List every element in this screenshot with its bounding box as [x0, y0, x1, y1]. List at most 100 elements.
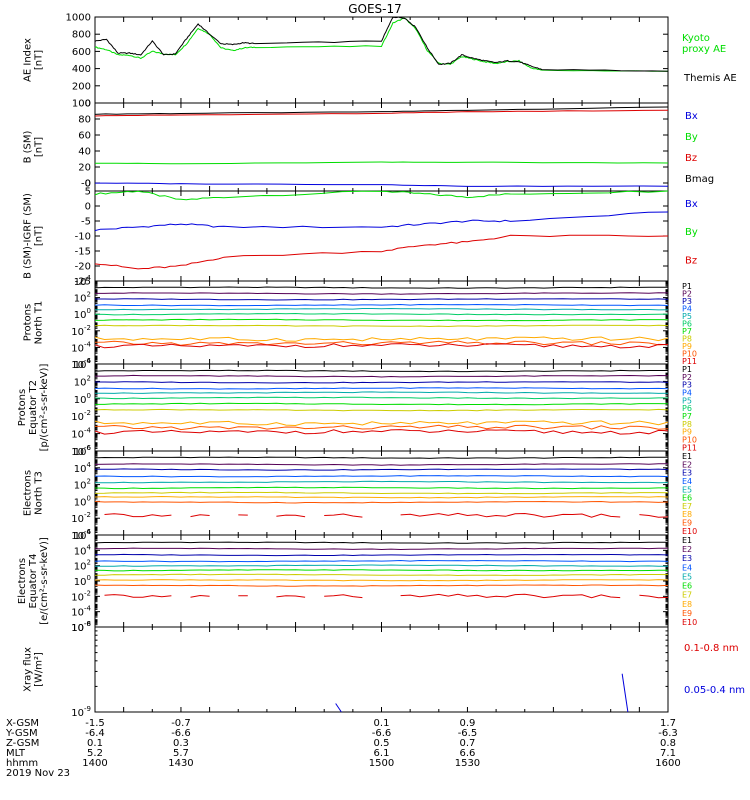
y-tick-label: 10-6 — [71, 357, 91, 371]
legend-p10: P10 — [682, 436, 697, 445]
x-axis-row-value: 0.3 — [173, 738, 189, 749]
series-line-p7 — [94, 318, 669, 322]
series-line-e6 — [94, 486, 668, 490]
legend-p10: P10 — [682, 349, 697, 358]
legend-p4: P4 — [682, 389, 692, 398]
x-axis-row-label: MLT — [6, 748, 26, 759]
series-line-p8 — [94, 408, 669, 412]
series-line-e10 — [324, 513, 363, 518]
series-line-e10 — [400, 512, 621, 518]
series-line-p1 — [94, 286, 668, 289]
legend-by: By — [685, 227, 698, 238]
series-line-themis-ae — [94, 16, 669, 72]
series-line-p6 — [94, 312, 669, 316]
legend-e7: E7 — [682, 591, 692, 600]
y-tick-label: 106 — [74, 528, 92, 542]
y-tick-label: 104 — [74, 274, 92, 288]
x-axis-row-label: hhmm — [6, 758, 38, 769]
legend-p7: P7 — [682, 327, 692, 336]
y-tick-label: 40 — [78, 147, 91, 158]
legend-bz: Bz — [685, 153, 697, 164]
series-line-by — [94, 161, 669, 165]
legend-e3: E3 — [682, 554, 692, 563]
y-tick-label: 106 — [74, 444, 92, 458]
y-tick-label: 100 — [74, 307, 91, 321]
y-axis-label: Equator T2 — [28, 380, 39, 435]
x-axis-row-value: 6.1 — [374, 748, 390, 759]
legend-p11: P11 — [682, 443, 697, 452]
x-axis-row-value: 1430 — [168, 758, 193, 769]
legend-bx: Bx — [685, 111, 698, 122]
x-axis-row-value: 1600 — [655, 758, 680, 769]
y-tick-label: 400 — [72, 64, 91, 75]
series-line-e10 — [190, 514, 210, 518]
series-line-e5 — [95, 564, 669, 567]
series-line-e10 — [104, 594, 172, 598]
legend-e2: E2 — [682, 545, 692, 554]
x-axis-row-value: 7.1 — [660, 748, 676, 759]
series-line-p7 — [95, 402, 669, 406]
y-tick-label: 10-4 — [71, 427, 91, 441]
legend-bmag: Bmag — [685, 174, 714, 185]
y-tick-label: 100 — [74, 494, 91, 508]
series-line-e10 — [639, 594, 669, 599]
legend-xray-long: 0.1-0.8 nm — [684, 643, 739, 654]
series-line-p4 — [94, 387, 669, 390]
series-line-e1 — [94, 541, 668, 544]
panel-electrons_t3: Electrons North T310610410210010-210-4E1E… — [23, 444, 698, 542]
x-axis-row-value: -6.6 — [372, 728, 392, 739]
legend-p9: P9 — [682, 428, 692, 437]
legend-bx: Bx — [685, 199, 698, 210]
x-axis-row-value: 0.5 — [374, 738, 390, 749]
panel-ae: AE Index [nT] 0 200 400 600 800 1000 Kyotoproxy … — [23, 13, 737, 110]
x-axis-row-value: -6.4 — [85, 728, 105, 739]
y-tick-label: -20 — [75, 262, 91, 273]
x-axis-row-value: -1.5 — [85, 718, 105, 729]
series-line-e5 — [95, 480, 669, 484]
legend-e8: E8 — [682, 600, 692, 609]
x-axis-row-value: 0.7 — [459, 738, 475, 749]
y-tick-label: 10-4 — [71, 528, 91, 542]
y-tick-label: 80 — [78, 115, 91, 126]
x-axis-row-value: 0.1 — [374, 718, 390, 729]
x-axis-row-value: 0.8 — [660, 738, 676, 749]
y-tick-label: -25 — [75, 277, 91, 288]
legend-e1: E1 — [682, 536, 692, 545]
y-tick-label: 20 — [78, 163, 91, 174]
series-line-by — [94, 190, 669, 201]
y-axis-label: Electrons — [23, 470, 34, 516]
legend-e6: E6 — [682, 582, 692, 591]
legend-xray-short: 0.05-0.4 nm — [684, 685, 745, 696]
y-tick-label: 0 — [85, 179, 91, 190]
legend-by: By — [685, 132, 698, 143]
panel-frame — [94, 626, 669, 713]
series-line-e8 — [94, 495, 669, 499]
y-tick-label: 800 — [72, 30, 91, 41]
series-line-e4 — [94, 559, 669, 563]
legend-e5: E5 — [682, 485, 692, 494]
y-tick-label: -15 — [75, 247, 91, 258]
x-axis-row-label: Y-GSM — [5, 728, 38, 739]
y-axis-label: [e/(cm²-s-sr-keV)] — [39, 537, 50, 625]
series-line-p4 — [94, 303, 669, 307]
y-tick-label: 102 — [74, 478, 91, 492]
y-tick-label: 0 — [85, 202, 91, 213]
y-axis-label: B (SM)-IGRF (SM) — [23, 193, 34, 279]
legend-p11: P11 — [682, 357, 697, 366]
legend-e9: E9 — [682, 609, 692, 618]
y-tick-label: 10-2 — [71, 409, 91, 423]
xray-spike — [335, 703, 342, 713]
legend-e8: E8 — [682, 510, 692, 519]
series-line-e10 — [639, 514, 669, 518]
x-axis-row-value: -6.5 — [458, 728, 478, 739]
y-axis-label: Electrons — [17, 558, 28, 604]
legend-e10: E10 — [682, 618, 697, 627]
series-line-e6 — [94, 569, 668, 572]
y-axis-label: [nT] — [34, 50, 45, 70]
y-axis-label: Protons — [23, 304, 34, 341]
y-tick-label: 100 — [74, 574, 91, 588]
legend-e9: E9 — [682, 519, 692, 528]
y-tick-label: 5 — [85, 187, 91, 198]
y-axis-label: North T3 — [34, 471, 45, 515]
